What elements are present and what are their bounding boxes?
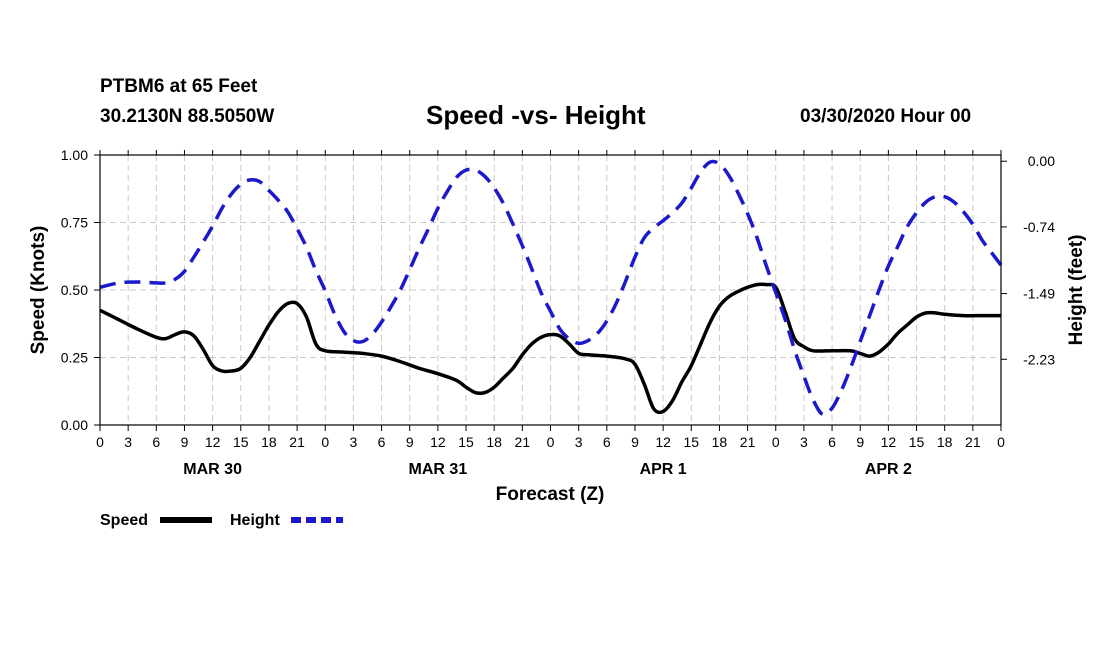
y2-tick-label: 0.00 — [1028, 153, 1055, 169]
x-tick-label: 9 — [631, 434, 639, 450]
x-tick-label: 21 — [289, 434, 305, 450]
station-label: PTBM6 at 65 Feet — [100, 76, 258, 97]
y2-tick-label: -0.74 — [1023, 219, 1055, 235]
y-tick-label: 1.00 — [61, 147, 88, 163]
x-tick-label: 15 — [233, 434, 249, 450]
grid-lines — [100, 155, 1001, 425]
x-tick-label: 18 — [486, 434, 502, 450]
x-tick-label: 3 — [350, 434, 358, 450]
x-tick-label: 21 — [515, 434, 531, 450]
x-axis: 0 3 6 9 12 15 18 21 0 3 6 9 12 15 18 21 0 3 6 9 12 15 18 21 0 3 6 9… — [96, 150, 1005, 478]
x-axis-title: Forecast (Z) — [496, 484, 605, 505]
x-day-label: APR 2 — [865, 461, 912, 478]
x-tick-label: 18 — [261, 434, 277, 450]
x-tick-label: 12 — [655, 434, 671, 450]
forecast-datetime: 03/30/2020 Hour 00 — [800, 106, 972, 127]
series-line-speed — [99, 282, 1001, 415]
x-tick-label: 12 — [430, 434, 446, 450]
y-tick-label: 0.50 — [61, 282, 88, 298]
x-day-label: APR 1 — [640, 461, 687, 478]
x-tick-label: 0 — [547, 434, 555, 450]
x-tick-label: 12 — [881, 434, 897, 450]
x-tick-label: 21 — [740, 434, 756, 450]
x-tick-label: 18 — [937, 434, 953, 450]
chart-title: Speed -vs- Height — [426, 100, 646, 130]
legend-label-height: Height — [230, 512, 280, 529]
x-tick-label: 15 — [683, 434, 699, 450]
legend: Speed Height — [100, 512, 343, 529]
x-tick-label: 18 — [712, 434, 728, 450]
y-axis-height: 0.00 -0.74 -1.49 -2.23 — [1001, 153, 1055, 367]
x-tick-label: 6 — [378, 434, 386, 450]
x-tick-label: 0 — [772, 434, 780, 450]
y-axis-title: Speed (Knots) — [28, 226, 49, 355]
x-day-label: MAR 31 — [409, 461, 468, 478]
x-tick-label: 3 — [575, 434, 583, 450]
y2-axis-title: Height (feet) — [1066, 235, 1087, 346]
series-line-height — [99, 159, 1003, 417]
y-axis-speed: 0.00 0.25 0.50 0.75 1.00 — [61, 147, 100, 433]
x-tick-label: 15 — [909, 434, 925, 450]
x-tick-label: 0 — [321, 434, 329, 450]
x-tick-label: 21 — [965, 434, 981, 450]
y-tick-label: 0.00 — [61, 417, 88, 433]
x-tick-label: 6 — [152, 434, 160, 450]
x-tick-label: 9 — [406, 434, 414, 450]
x-tick-label: 3 — [800, 434, 808, 450]
x-day-label: MAR 30 — [183, 461, 242, 478]
x-tick-label: 9 — [181, 434, 189, 450]
plot-series — [99, 159, 1003, 417]
x-tick-label: 0 — [96, 434, 104, 450]
x-tick-label: 6 — [603, 434, 611, 450]
legend-label-speed: Speed — [100, 512, 148, 529]
x-tick-label: 3 — [124, 434, 132, 450]
y2-tick-label: -2.23 — [1023, 351, 1055, 367]
x-tick-label: 6 — [828, 434, 836, 450]
y-tick-label: 0.25 — [61, 350, 88, 366]
x-tick-label: 15 — [458, 434, 474, 450]
x-tick-label: 9 — [856, 434, 864, 450]
coordinates-label: 30.2130N 88.5050W — [100, 106, 275, 127]
x-tick-label: 0 — [997, 434, 1005, 450]
y-tick-label: 0.75 — [61, 215, 88, 231]
y2-tick-label: -1.49 — [1023, 286, 1055, 302]
x-tick-label: 12 — [205, 434, 221, 450]
